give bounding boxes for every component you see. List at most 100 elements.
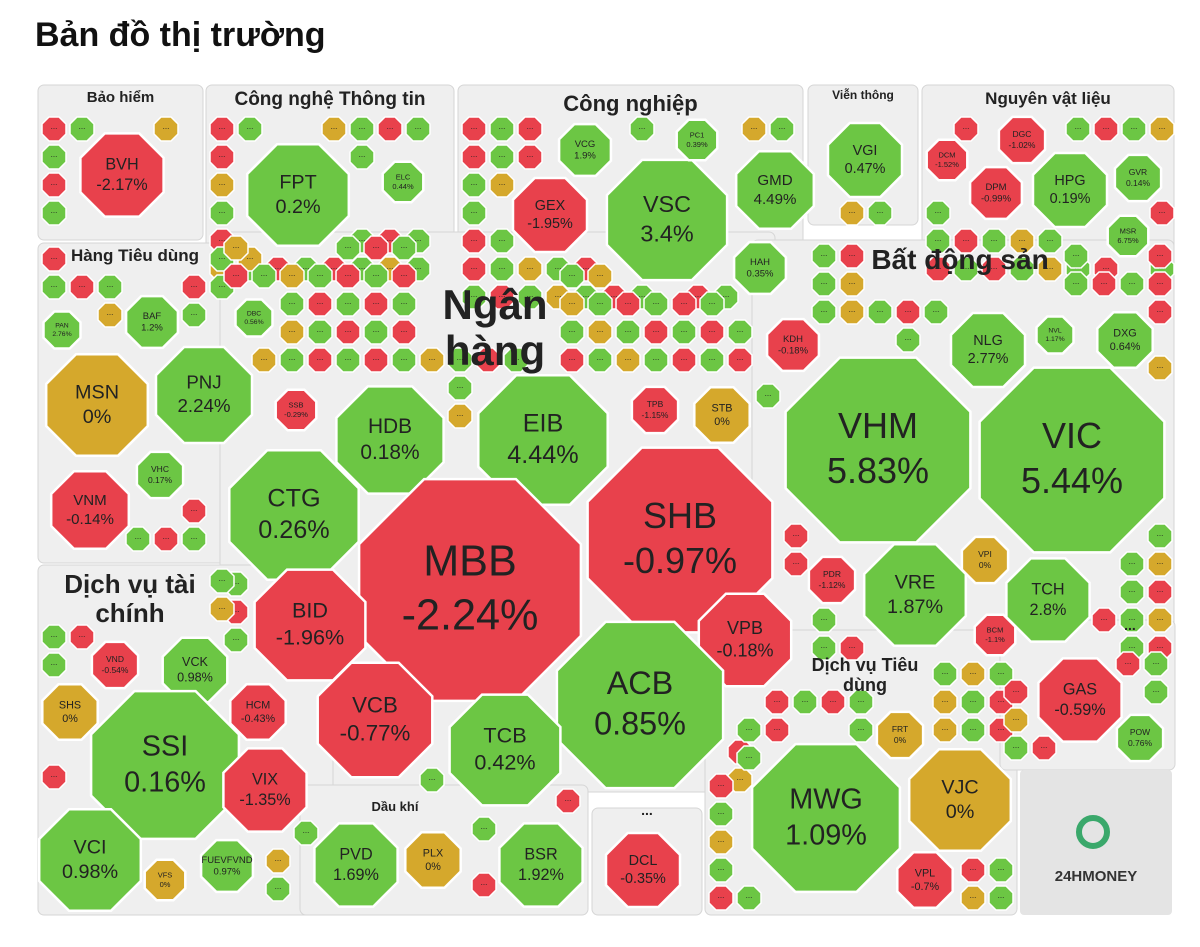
filler-label: ... [935,234,942,243]
stock-shape [675,118,719,162]
filler-label: ... [359,262,366,271]
filler-cell: ... [307,291,333,317]
filler-cell: ... [265,876,291,902]
stock-cell: VRE 1.87% [862,542,968,648]
stock-ticker: VPI [978,549,992,559]
filler-shape [335,263,361,289]
filler-cell: ... [1037,228,1063,254]
filler-cell: ... [1093,116,1119,142]
stock-shape [335,385,445,495]
filler-shape [461,200,487,226]
filler-label: ... [51,770,58,779]
filler-label: ... [935,262,942,271]
filler-shape [251,347,277,373]
filler-cell: ... [461,116,487,142]
filler-shape [279,263,305,289]
stock-shape [896,851,954,909]
filler-cell: ... [629,116,655,142]
filler-cell: ... [960,717,986,743]
filler-cell: ... [727,319,753,345]
filler-shape [988,857,1014,883]
filler-shape [981,256,1007,282]
filler-label: ... [289,297,296,306]
filler-label: ... [1157,305,1164,314]
filler-cell: ... [181,302,207,328]
stock-ticker: VNM [73,492,107,509]
filler-label: ... [135,532,142,541]
filler-cell: ... [643,291,669,317]
filler-shape [848,689,874,715]
filler-label: ... [963,234,970,243]
filler-cell: ... [251,263,277,289]
filler-label: ... [1159,122,1166,131]
stock-change: 2.8% [1030,601,1067,619]
filler-label: ... [737,325,744,334]
filler-label: ... [79,280,86,289]
stock-ticker: GAS [1063,681,1097,699]
stock-ticker: EIB [523,410,564,438]
filler-cell: ... [848,689,874,715]
filler-cell: ... [461,256,487,282]
filler-shape [615,347,641,373]
filler-shape [1119,579,1145,605]
stock-shape [1096,311,1154,369]
filler-label: ... [233,577,240,586]
filler-label: ... [998,863,1005,872]
filler-cell: ... [783,551,809,577]
stock-ticker: BCM [987,625,1004,634]
filler-shape [181,302,207,328]
stock-cell: VPL -0.7% [896,851,954,909]
filler-label: ... [401,353,408,362]
stock-change: 2.24% [178,395,231,416]
stock-ticker: DXG [1113,327,1136,339]
filler-cell: ... [209,144,235,170]
filler-shape [1063,271,1089,297]
filler-label: ... [457,353,464,362]
stock-cell: VCB -0.77% [316,661,434,779]
filler-label: ... [233,241,240,250]
filler-cell: ... [839,271,865,297]
filler-shape [699,347,725,373]
stock-change: 0.47% [845,161,886,177]
filler-shape [839,200,865,226]
filler-cell: ... [671,319,697,345]
stock-change: 0.16% [124,766,206,798]
filler-label: ... [51,630,58,639]
filler-cell: ... [41,246,67,272]
filler-cell: ... [1147,271,1173,297]
filler-cell: ... [960,857,986,883]
filler-cell: ... [419,767,445,793]
filler-cell: ... [925,256,951,282]
stock-shape [968,165,1024,221]
stock-shape [381,160,425,204]
stock-ticker: FRT [892,724,908,734]
filler-shape [1147,551,1173,577]
stock-change: 0.14% [1126,178,1151,188]
filler-shape [1119,271,1145,297]
stock-change: -1.95% [527,216,573,232]
filler-shape [97,302,123,328]
filler-shape [391,347,417,373]
filler-label: ... [611,290,618,299]
stock-ticker: VCK [182,655,208,669]
stock-ticker: MBB [423,537,517,585]
filler-label: ... [793,529,800,538]
filler-cell: ... [755,383,781,409]
filler-cell: ... [69,116,95,142]
filler-label: ... [219,122,226,131]
filler-cell: ... [932,661,958,687]
filler-shape [615,291,641,317]
stock-change: 0.17% [148,475,173,485]
filler-cell: ... [811,635,837,661]
stock-shape [41,683,99,741]
filler-shape [953,116,979,142]
filler-cell: ... [69,624,95,650]
filler-label: ... [821,641,828,650]
stock-ticker: GEX [535,198,566,214]
filler-label: ... [765,389,772,398]
filler-shape [923,299,949,325]
filler-shape [953,256,979,282]
